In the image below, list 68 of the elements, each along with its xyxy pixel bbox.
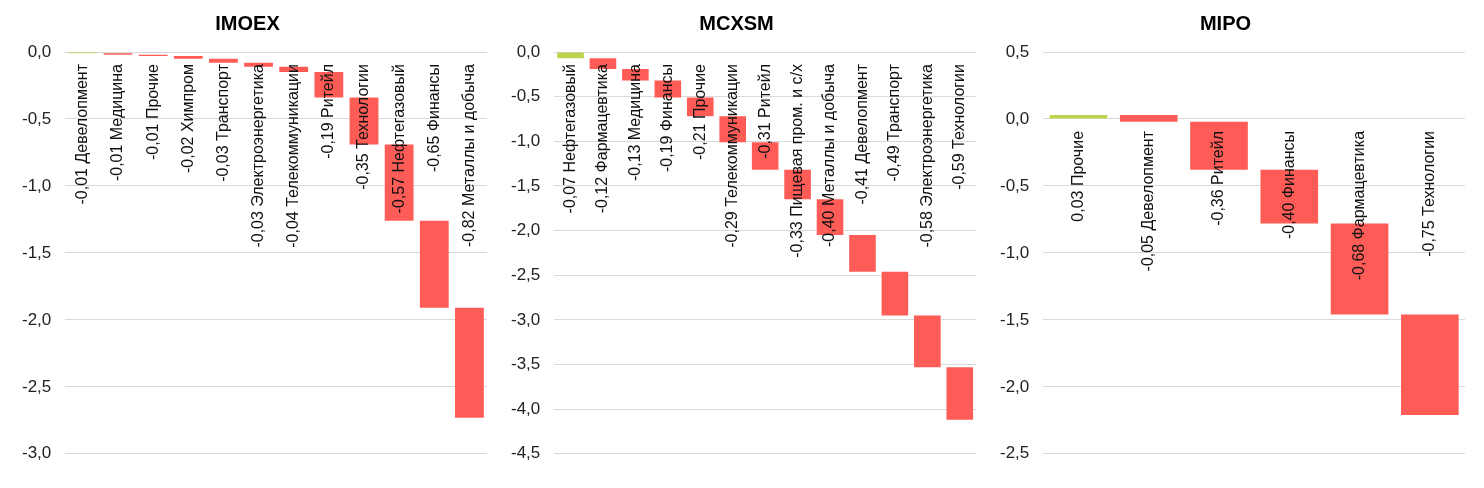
text: -0,82 Металлы и добыча: [459, 64, 477, 247]
text: -0,19 Финансы: [658, 64, 676, 173]
y-tick-label: -2,5: [22, 376, 52, 396]
y-tick-label: 0,5: [1005, 41, 1030, 61]
y-tick-label: -0,5: [511, 86, 541, 106]
text: -0,19 Ритейл: [319, 64, 337, 159]
chart-title: MCXSM: [699, 11, 774, 34]
y-tick-label: 0,0: [1005, 108, 1030, 128]
text: -0,35 Технологии: [354, 64, 372, 190]
text: -0,57 Нефтегазовый: [389, 64, 407, 214]
bar: [1401, 314, 1459, 415]
text: -0,40 Финансы: [1279, 130, 1297, 240]
text: -0,01 Девелопмент: [73, 64, 91, 205]
text: -0,75 Технологии: [1420, 130, 1438, 257]
text: 0,03 Прочие: [1068, 130, 1086, 222]
y-tick-label: -4,5: [511, 443, 541, 463]
text: -0,33 Пищевая пром. и с/х: [787, 64, 805, 258]
bar: [455, 307, 484, 418]
y-tick-label: -2,0: [22, 309, 52, 329]
text: -0,04 Телекоммуникации: [284, 64, 302, 248]
text: -0,49 Транспорт: [885, 64, 903, 182]
text: -0,68 Фармацевтика: [1349, 130, 1367, 281]
text: -0,41 Девелопмент: [852, 64, 870, 205]
text: -0,36 Ритейл: [1209, 130, 1227, 226]
y-tick-label: -3,0: [511, 309, 541, 329]
text: -0,03 Электроэнергетика: [248, 64, 266, 248]
y-tick-label: -4,0: [511, 398, 541, 418]
y-tick-label: -1,5: [511, 175, 541, 195]
y-tick-label: -2,5: [1000, 443, 1030, 463]
bar: [881, 271, 909, 316]
text: -0,40 Металлы и добыча: [820, 64, 838, 247]
y-tick-label: -1,0: [1000, 242, 1030, 262]
chart-title: MIPO: [1199, 11, 1252, 34]
text: -0,13 Медицина: [625, 64, 643, 182]
bar: [946, 367, 974, 420]
y-tick-label: -1,5: [1000, 309, 1030, 329]
y-tick-label: -2,0: [511, 220, 541, 240]
y-tick-label: -3,5: [511, 354, 541, 374]
y-tick-label: -0,5: [22, 108, 52, 128]
bar: [209, 58, 238, 63]
bar: [914, 315, 941, 368]
text: -0,07 Нефтегазовый: [560, 64, 578, 214]
text: -0,29 Телекоммуникации: [723, 64, 741, 248]
text: -0,65 Финансы: [424, 64, 442, 173]
bar: [1119, 114, 1178, 122]
y-tick-label: -3,0: [22, 443, 52, 463]
text: -0,12 Фармацевтика: [593, 64, 611, 214]
text: -0,59 Технологии: [950, 64, 968, 190]
y-tick-label: -1,0: [22, 175, 52, 195]
text: -0,21 Прочие: [690, 64, 708, 161]
text: -0,31 Ритейл: [755, 64, 773, 159]
bar: [849, 235, 876, 272]
text: -0,01 Прочие: [143, 64, 161, 161]
y-tick-label: -1,5: [22, 242, 52, 262]
y-tick-label: -2,0: [1000, 376, 1030, 396]
text: -0,01 Медицина: [108, 64, 126, 182]
y-tick-label: -2,5: [511, 264, 541, 284]
y-tick-label: -0,5: [1000, 175, 1030, 195]
text: -0,03 Транспорт: [213, 64, 231, 182]
chart-title: IMOEX: [215, 11, 281, 34]
y-tick-label: -1,0: [511, 130, 541, 150]
y-tick-label: 0,0: [27, 41, 52, 61]
text: -0,58 Электроэнергетика: [917, 64, 935, 248]
bar: [173, 56, 203, 59]
text: -0,02 Химпром: [178, 64, 196, 173]
text: -0,05 Девелопмент: [1139, 130, 1157, 272]
bar: [419, 220, 449, 308]
y-tick-label: 0,0: [516, 41, 541, 61]
